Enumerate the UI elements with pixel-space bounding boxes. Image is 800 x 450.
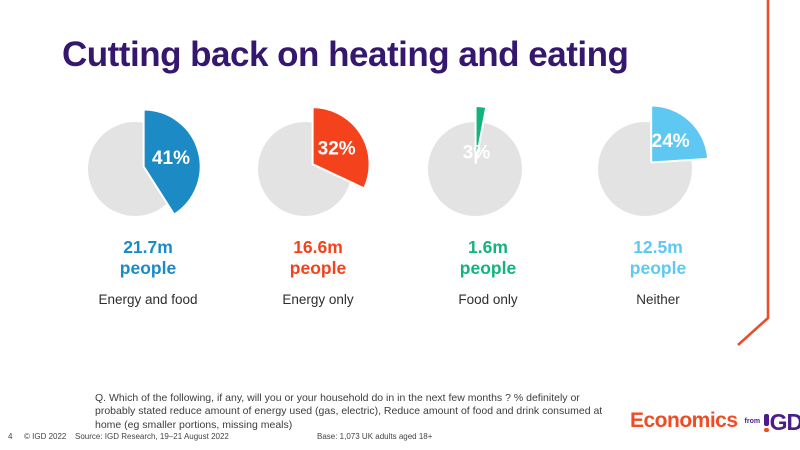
percent-label: 24%	[652, 131, 690, 152]
igd-logo: GD	[764, 409, 800, 435]
page-title: Cutting back on heating and eating	[62, 35, 629, 74]
percent-label: 41%	[152, 148, 190, 169]
pie-chart: 24%	[598, 104, 710, 216]
igd-i-dot-icon	[764, 427, 769, 432]
pie-block: 32% 16.6m people Energy only	[233, 95, 403, 308]
igd-i-glyph	[764, 412, 769, 432]
category-label: Energy only	[282, 292, 354, 307]
igd-i-bar	[764, 413, 769, 426]
page-number: 4	[8, 432, 13, 441]
pie-block: 3% 1.6m people Food only	[403, 95, 573, 308]
people-word: people	[629, 258, 687, 278]
people-word: people	[289, 258, 347, 278]
pie-block: 24% 12.5m people Neither	[573, 95, 743, 308]
people-number: 1.6m	[468, 237, 508, 257]
question-footnote: Q. Which of the following, if any, will …	[95, 391, 603, 431]
base-text: Base: 1,073 UK adults aged 18+	[317, 432, 433, 441]
pie-charts-row: 41% 21.7m people Energy and food 32% 16.6m peo…	[63, 95, 743, 308]
pie-chart: 32%	[258, 106, 371, 216]
pie-block: 41% 21.7m people Energy and food	[63, 95, 233, 308]
economics-wordmark: Economics	[630, 409, 738, 432]
people-count: 16.6m people	[233, 237, 403, 279]
percent-label: 3%	[463, 143, 491, 164]
category-label: Neither	[636, 292, 680, 307]
copyright-text: © IGD 2022	[24, 432, 67, 441]
pie-chart: 3%	[428, 105, 522, 216]
accent-line	[737, 0, 770, 346]
igd-letters: GD	[769, 409, 800, 435]
pie-chart: 41%	[88, 108, 202, 216]
people-count: 12.5m people	[573, 237, 743, 279]
people-word: people	[459, 258, 517, 278]
accent-line-shape	[737, 0, 770, 346]
people-count: 1.6m people	[403, 237, 573, 279]
category-label: Food only	[458, 292, 518, 307]
people-number: 16.6m	[293, 237, 343, 257]
pie-slice	[650, 104, 710, 164]
source-text: Source: IGD Research, 19–21 August 2022	[75, 432, 229, 441]
pie-slice	[474, 105, 488, 165]
people-number: 12.5m	[633, 237, 683, 257]
people-number: 21.7m	[123, 237, 173, 257]
economics-from-igd-logo: Economics from GD	[630, 406, 800, 436]
pie-slice	[142, 108, 202, 216]
percent-label: 32%	[318, 138, 356, 159]
people-count: 21.7m people	[63, 237, 233, 279]
pie-remainder	[428, 122, 522, 216]
pie-slice	[311, 106, 371, 190]
people-word: people	[119, 258, 177, 278]
from-word: from	[744, 417, 761, 425]
category-label: Energy and food	[98, 292, 198, 307]
